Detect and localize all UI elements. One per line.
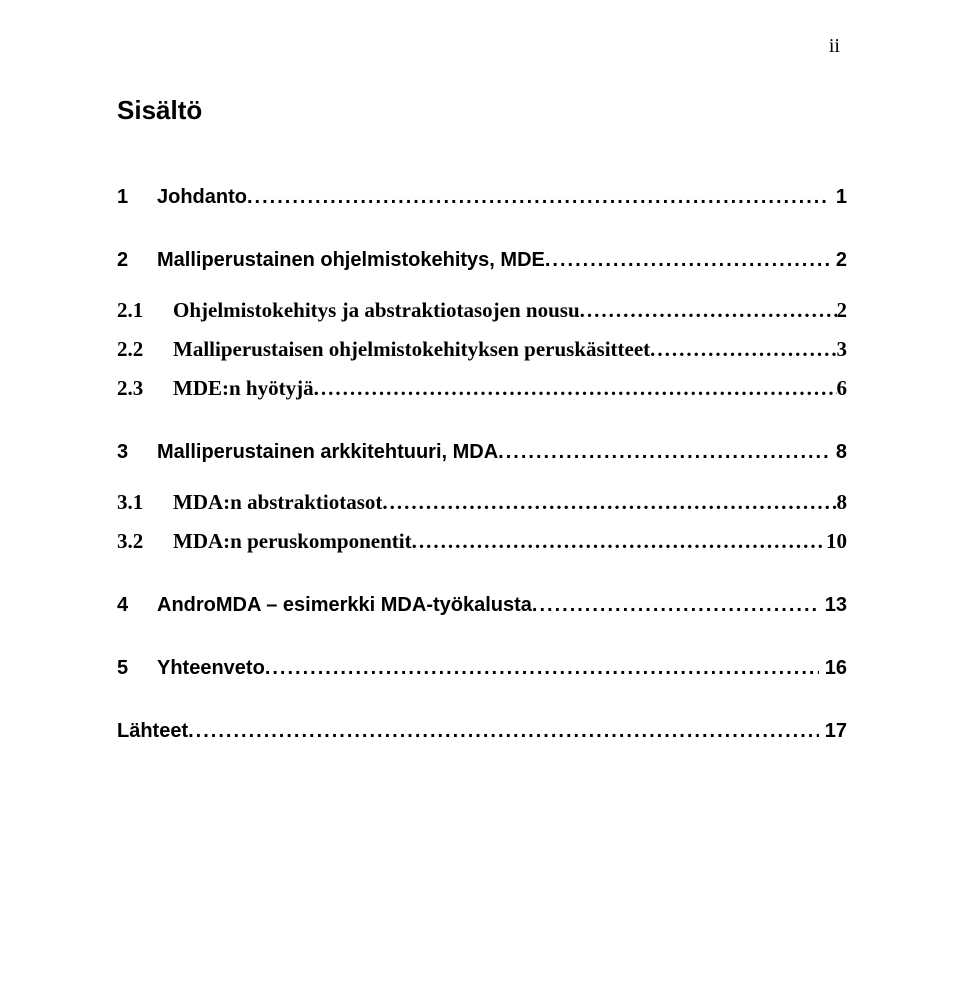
toc-leader: ........................................… [188,720,819,743]
toc-entry-page: 3 [837,337,848,362]
toc-entry-page: 2 [837,298,848,323]
toc-row-mde: 2Malliperustainen ohjelmistokehitys, MDE… [117,249,847,272]
toc-entry-label: 5Yhteenveto [117,657,265,680]
toc-row-23: 2.3MDE:n hyötyjä .......................… [117,376,847,401]
toc-entry-title: Yhteenveto [157,657,265,679]
toc-entry-page: 8 [837,490,848,515]
toc-entry-title: Ohjelmistokehitys ja abstraktiotasojen n… [173,298,580,322]
toc-entry-page: 1 [830,186,847,209]
page-number-roman: ii [829,35,840,58]
toc-entry-title: AndroMDA – esimerkki MDA-työkalusta [157,594,532,616]
toc-entry-page: 8 [830,441,847,464]
toc-entry-title: Malliperustainen arkkitehtuuri, MDA [157,441,498,463]
toc-row-andromda: 4AndroMDA – esimerkki MDA-työkalusta ...… [117,594,847,617]
toc-leader: ........................................… [498,441,830,464]
toc-row-21: 2.1Ohjelmistokehitys ja abstraktiotasoje… [117,298,847,323]
toc-entry-number: 2 [117,249,157,272]
toc-entry-number: 2.2 [117,337,173,362]
toc-entry-title: Johdanto [157,186,247,208]
toc-entry-title: Malliperustainen ohjelmistokehitys, MDE [157,249,545,271]
toc-entry-title: MDE:n hyötyjä [173,376,314,400]
toc-entry-label: 2.1Ohjelmistokehitys ja abstraktiotasoje… [117,298,580,323]
toc-leader: ........................................… [382,490,836,515]
toc-entry-label: 4AndroMDA – esimerkki MDA-työkalusta [117,594,532,617]
toc-entry-label: 3.2MDA:n peruskomponentit [117,529,412,554]
toc-leader: ........................................… [247,186,830,209]
toc-entry-number: 2.1 [117,298,173,323]
toc-entry-label: 2.2Malliperustaisen ohjelmistokehityksen… [117,337,650,362]
toc-leader: ........................................… [265,657,819,680]
toc-entry-page: 2 [830,249,847,272]
toc-leader: ........................................… [545,249,830,272]
toc-entry-label: Lähteet [117,720,188,743]
toc-entry-page: 13 [819,594,847,617]
toc-entry-page: 16 [819,657,847,680]
toc-entry-title: Lähteet [117,720,188,742]
toc-entry-label: 2.3MDE:n hyötyjä [117,376,314,401]
toc-entry-page: 17 [819,720,847,743]
toc-row-yhteenveto: 5Yhteenveto ............................… [117,657,847,680]
toc-row-johdanto: 1Johdanto ..............................… [117,186,847,209]
toc-entry-number: 3 [117,441,157,464]
toc-entry-title: Malliperustaisen ohjelmistokehityksen pe… [173,337,650,361]
toc-leader: ........................................… [532,594,819,617]
toc-entry-page: 10 [826,529,847,554]
toc-leader: ........................................… [650,337,836,362]
toc-entry-title: MDA:n peruskomponentit [173,529,412,553]
toc-entry-number: 1 [117,186,157,209]
toc-leader: ........................................… [580,298,837,323]
toc-leader: ........................................… [412,529,826,554]
toc-entry-number: 3.2 [117,529,173,554]
toc-row-22: 2.2Malliperustaisen ohjelmistokehityksen… [117,337,847,362]
toc-entry-label: 3Malliperustainen arkkitehtuuri, MDA [117,441,498,464]
toc-leader: ........................................… [314,376,837,401]
toc-row-lahteet: Lähteet ................................… [117,720,847,743]
toc-entry-number: 4 [117,594,157,617]
toc-entry-number: 3.1 [117,490,173,515]
document-page: ii Sisältö 1Johdanto ...................… [0,0,960,1002]
toc-row-31: 3.1MDA:n abstraktiotasot ...............… [117,490,847,515]
toc-title: Sisältö [117,95,847,126]
toc-entry-page: 6 [837,376,848,401]
toc-entry-label: 3.1MDA:n abstraktiotasot [117,490,382,515]
toc-entry-title: MDA:n abstraktiotasot [173,490,382,514]
toc-entry-number: 2.3 [117,376,173,401]
toc-row-mda: 3Malliperustainen arkkitehtuuri, MDA ...… [117,441,847,464]
toc-entry-label: 1Johdanto [117,186,247,209]
toc-content: Sisältö 1Johdanto ......................… [117,95,847,743]
toc-entry-number: 5 [117,657,157,680]
toc-row-32: 3.2MDA:n peruskomponentit ..............… [117,529,847,554]
toc-entry-label: 2Malliperustainen ohjelmistokehitys, MDE [117,249,545,272]
